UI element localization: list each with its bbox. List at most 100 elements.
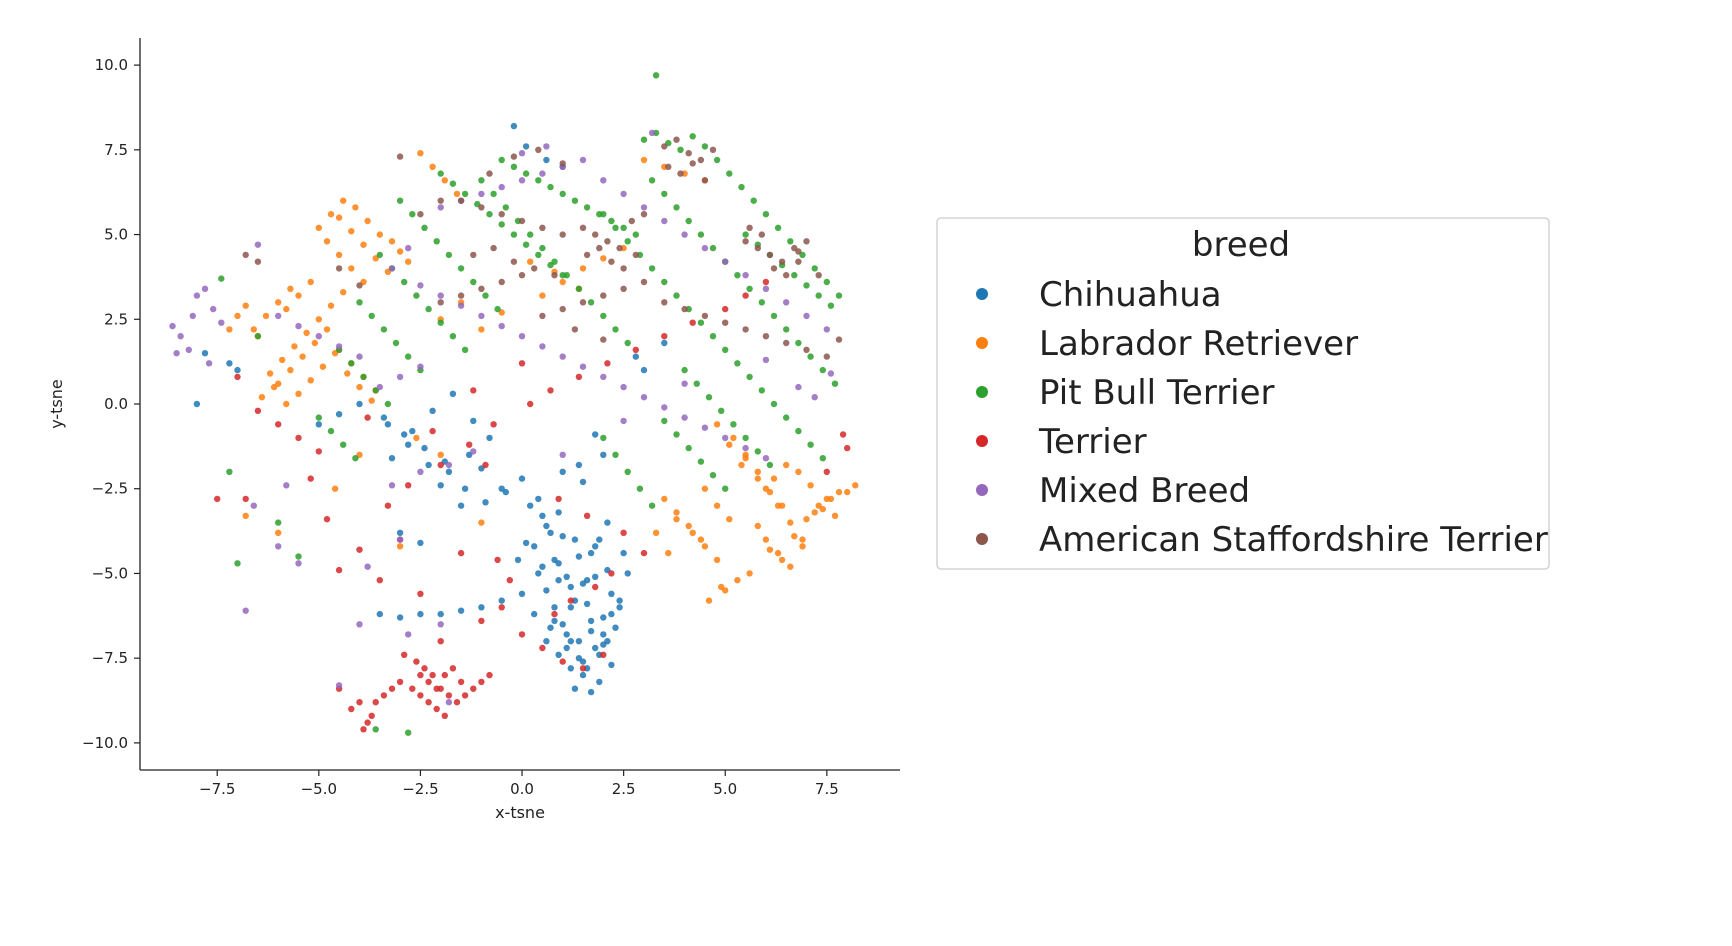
- legend-marker: [976, 484, 988, 496]
- data-point: [498, 156, 505, 164]
- data-point: [571, 326, 579, 333]
- data-point: [490, 190, 497, 198]
- data-point: [543, 638, 550, 645]
- data-point: [624, 570, 631, 577]
- data-point: [689, 529, 696, 536]
- legend-marker: [976, 533, 988, 545]
- data-point: [388, 482, 396, 489]
- data-point: [315, 224, 322, 231]
- data-point: [567, 665, 574, 672]
- data-point: [783, 339, 790, 347]
- data-point: [803, 282, 810, 289]
- data-point: [356, 546, 363, 553]
- data-point: [486, 211, 493, 218]
- data-point: [218, 275, 225, 282]
- data-point: [807, 353, 814, 360]
- data-point: [510, 122, 518, 130]
- data-point: [201, 285, 209, 292]
- data-point: [722, 485, 729, 492]
- data-point: [689, 133, 696, 140]
- data-point: [559, 305, 566, 313]
- data-point: [539, 170, 546, 177]
- data-point: [620, 549, 627, 557]
- data-point: [478, 519, 485, 526]
- data-point: [722, 258, 729, 265]
- data-point: [559, 533, 566, 540]
- data-point: [510, 231, 518, 238]
- data-point: [795, 383, 802, 391]
- data-point: [275, 519, 282, 526]
- data-point: [697, 231, 705, 238]
- data-point: [502, 204, 509, 211]
- data-point: [547, 387, 554, 394]
- data-point: [417, 590, 424, 597]
- x-tick-label: 7.5: [815, 780, 839, 798]
- data-point: [327, 211, 335, 218]
- data-point: [661, 143, 668, 150]
- data-point: [791, 272, 798, 279]
- data-point: [486, 170, 493, 177]
- data-point: [539, 512, 546, 519]
- data-point: [734, 577, 741, 584]
- data-point: [396, 197, 404, 204]
- data-point: [697, 536, 705, 543]
- data-point: [583, 251, 591, 259]
- data-point: [409, 685, 416, 692]
- data-point: [600, 373, 607, 381]
- data-point: [295, 390, 302, 397]
- data-point: [437, 319, 444, 326]
- data-point: [482, 499, 489, 506]
- data-point: [766, 488, 774, 496]
- data-point: [681, 231, 688, 238]
- data-point: [778, 556, 786, 564]
- data-point: [478, 604, 485, 611]
- data-point: [661, 417, 668, 425]
- data-point: [705, 597, 713, 604]
- data-point: [803, 346, 810, 353]
- data-point: [437, 482, 444, 489]
- data-point: [348, 705, 355, 713]
- data-point: [583, 577, 591, 584]
- data-point: [340, 441, 347, 448]
- data-point: [762, 333, 770, 340]
- legend-entry: Terrier: [976, 422, 1147, 462]
- data-point: [844, 488, 851, 496]
- data-point: [518, 150, 526, 157]
- data-point: [778, 258, 786, 265]
- data-point: [770, 400, 778, 408]
- data-point: [478, 326, 485, 333]
- data-point: [214, 495, 221, 503]
- data-point: [697, 319, 705, 326]
- data-point: [709, 244, 717, 252]
- data-point: [612, 326, 619, 333]
- data-point: [600, 641, 607, 648]
- data-point: [693, 380, 700, 387]
- data-point: [758, 387, 765, 394]
- data-point: [478, 177, 485, 184]
- data-point: [624, 468, 631, 475]
- data-point: [689, 160, 696, 167]
- data-point: [815, 272, 822, 279]
- y-axis-title: y-tsne: [47, 379, 66, 429]
- data-point: [360, 726, 367, 733]
- data-point: [551, 604, 558, 611]
- data-point: [701, 312, 709, 320]
- data-point: [555, 651, 562, 658]
- data-point: [417, 150, 424, 157]
- data-point: [421, 224, 428, 231]
- series-2: [218, 72, 843, 736]
- data-point: [482, 292, 489, 299]
- data-point: [681, 366, 688, 374]
- data-point: [531, 265, 538, 272]
- data-point: [417, 363, 424, 370]
- data-point: [620, 529, 627, 536]
- data-point: [628, 217, 635, 225]
- data-point: [498, 221, 505, 228]
- data-point: [413, 292, 420, 299]
- data-point: [380, 326, 388, 333]
- data-point: [494, 305, 501, 313]
- data-point: [754, 522, 761, 530]
- data-point: [311, 339, 318, 347]
- data-point: [518, 272, 526, 279]
- data-point: [673, 516, 680, 523]
